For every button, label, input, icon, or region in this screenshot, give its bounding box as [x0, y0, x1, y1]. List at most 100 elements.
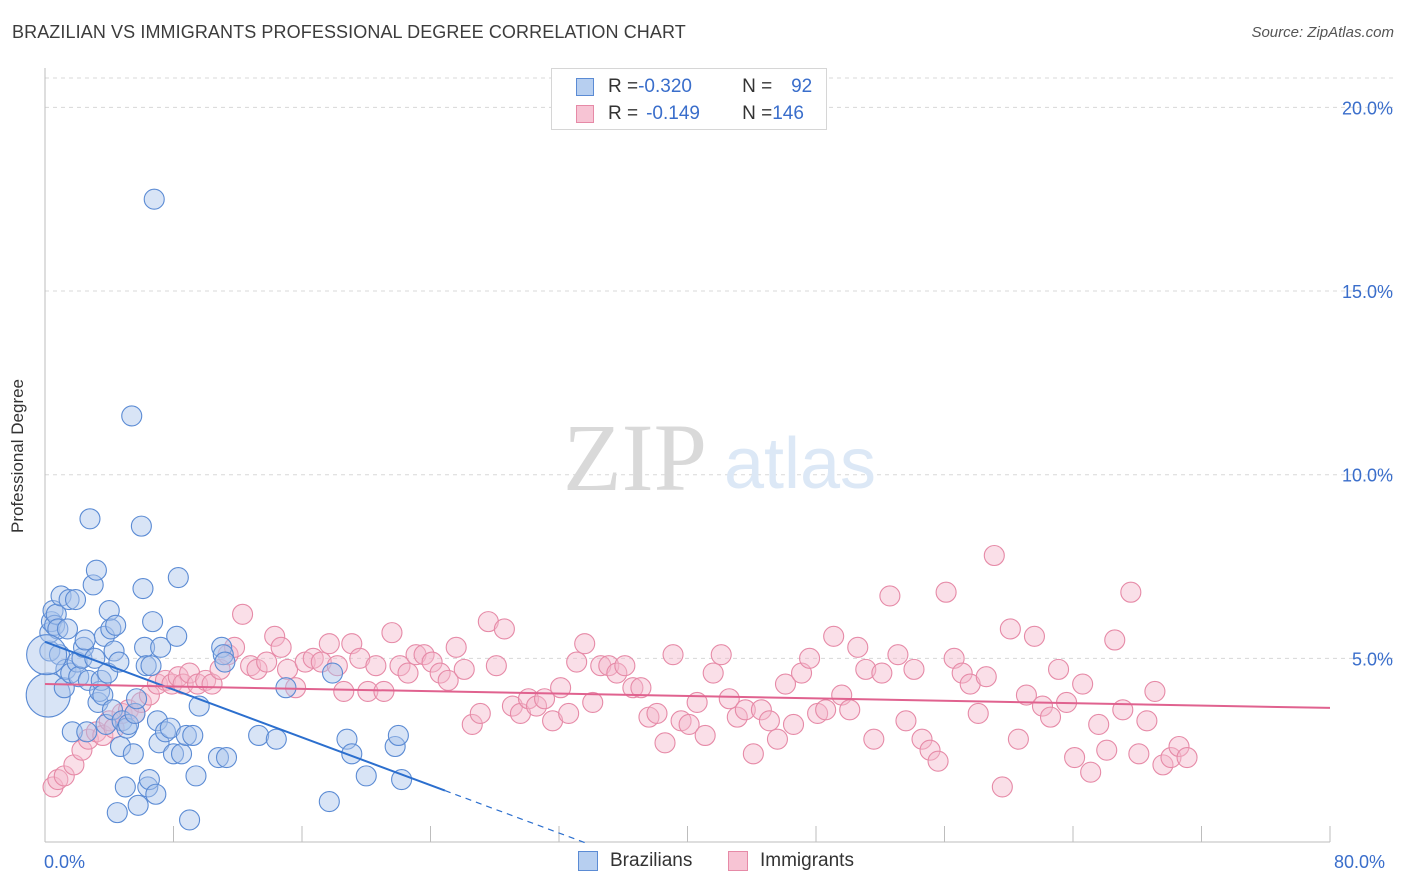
immigrant-point — [1073, 674, 1093, 694]
legend-swatch-immigrants — [728, 851, 748, 871]
immigrant-point — [984, 546, 1004, 566]
immigrant-point — [896, 711, 916, 731]
immigrant-point — [398, 663, 418, 683]
immigrant-point — [1081, 762, 1101, 782]
brazilian-point — [27, 635, 67, 675]
y-tick-label: 15.0% — [1342, 282, 1393, 302]
legend-item-immigrants[interactable]: Immigrants — [728, 850, 854, 872]
legend-item-brazilians[interactable]: Brazilians — [578, 850, 692, 872]
legend-swatch-immigrants — [576, 105, 594, 123]
immigrant-point — [1065, 748, 1085, 768]
legend-label-brazilians: Brazilians — [610, 850, 692, 872]
n-label: N = — [742, 76, 772, 98]
immigrant-point — [1137, 711, 1157, 731]
immigrant-point — [575, 634, 595, 654]
brazilian-point — [131, 516, 151, 536]
trend-lines — [45, 642, 1330, 843]
immigrant-point — [968, 703, 988, 723]
brazilian-point — [57, 619, 77, 639]
immigrant-point — [992, 777, 1012, 797]
immigrant-point — [743, 744, 763, 764]
y-tick-label: 10.0% — [1342, 466, 1393, 486]
series-brazilians — [26, 189, 411, 830]
brazilian-point — [86, 560, 106, 580]
brazilian-point — [146, 784, 166, 804]
immigrant-point — [888, 645, 908, 665]
immigrant-point — [647, 703, 667, 723]
immigrant-point — [1177, 748, 1197, 768]
immigrant-point — [615, 656, 635, 676]
immigrant-point — [494, 619, 514, 639]
brazilian-point — [115, 777, 135, 797]
brazilian-point — [249, 725, 269, 745]
immigrant-point — [784, 714, 804, 734]
immigrant-point — [257, 652, 277, 672]
immigrant-point — [663, 645, 683, 665]
immigrant-point — [759, 711, 779, 731]
immigrant-point — [446, 637, 466, 657]
brazilian-point — [323, 663, 343, 683]
r-label: R = — [608, 103, 638, 125]
brazilian-point — [143, 612, 163, 632]
immigrant-point — [936, 582, 956, 602]
brazilian-point — [141, 656, 161, 676]
immigrant-point — [864, 729, 884, 749]
immigrant-point — [1129, 744, 1149, 764]
immigrant-point — [486, 656, 506, 676]
immigrant-point — [1105, 630, 1125, 650]
immigrant-point — [1041, 707, 1061, 727]
brazilian-point — [133, 579, 153, 599]
immigrant-point — [695, 725, 715, 745]
trend-line-brazilians-extension — [445, 791, 585, 843]
immigrant-point — [278, 659, 298, 679]
brazilian-point — [106, 615, 126, 635]
immigrant-point — [703, 663, 723, 683]
brazilian-point — [172, 744, 192, 764]
brazilian-point — [167, 626, 187, 646]
brazilian-point — [128, 795, 148, 815]
immigrant-point — [567, 652, 587, 672]
n-label: N = — [742, 103, 772, 125]
brazilian-point — [388, 725, 408, 745]
brazilian-point — [77, 722, 97, 742]
immigrant-point — [319, 634, 339, 654]
brazilian-point — [266, 729, 286, 749]
brazilian-point — [186, 766, 206, 786]
immigrant-point — [559, 703, 579, 723]
brazilian-point — [75, 630, 95, 650]
immigrant-point — [454, 659, 474, 679]
scatter-chart: ZIP atlas 5.0%10.0%15.0%20.0% — [0, 0, 1406, 892]
brazilian-point — [127, 689, 147, 709]
r-label: R = — [608, 76, 638, 98]
correlation-legend: R = -0.320 N = 92 R = -0.149 N = 146 — [551, 68, 827, 130]
brazilian-point — [319, 792, 339, 812]
brazilian-point — [215, 652, 235, 672]
legend-swatch-brazilians — [578, 851, 598, 871]
x-tick-max: 80.0% — [1334, 852, 1385, 873]
immigrant-point — [583, 692, 603, 712]
immigrant-point — [470, 703, 490, 723]
immigrant-point — [334, 681, 354, 701]
watermark-atlas: atlas — [724, 424, 876, 504]
n-value: 92 — [772, 76, 812, 98]
x-tick-min: 0.0% — [44, 852, 85, 873]
immigrant-point — [1145, 681, 1165, 701]
immigrant-point — [880, 586, 900, 606]
legend-row-brazilians: R = -0.320 N = 92 — [576, 74, 812, 100]
immigrant-point — [928, 751, 948, 771]
y-tick-label: 20.0% — [1342, 98, 1393, 118]
immigrant-point — [816, 700, 836, 720]
tick-labels: 5.0% 10.0% 15.0% 20.0% — [1342, 98, 1393, 669]
brazilian-point — [107, 803, 127, 823]
immigrant-point — [366, 656, 386, 676]
immigrant-point — [767, 729, 787, 749]
brazilian-point — [180, 810, 200, 830]
brazilian-point — [123, 744, 143, 764]
brazilian-point — [66, 590, 86, 610]
immigrant-point — [382, 623, 402, 643]
immigrant-point — [1000, 619, 1020, 639]
immigrant-point — [1113, 700, 1133, 720]
brazilian-point — [217, 748, 237, 768]
immigrant-point — [976, 667, 996, 687]
immigrant-point — [800, 648, 820, 668]
